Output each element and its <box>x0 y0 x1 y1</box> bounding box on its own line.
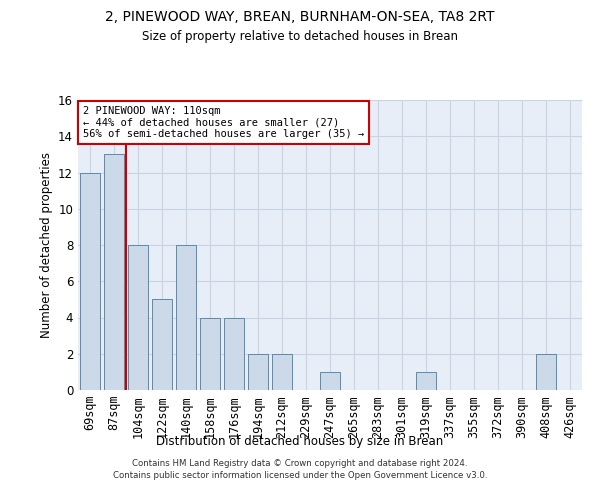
Text: 2 PINEWOOD WAY: 110sqm
← 44% of detached houses are smaller (27)
56% of semi-det: 2 PINEWOOD WAY: 110sqm ← 44% of detached… <box>83 106 364 139</box>
Bar <box>152 300 172 390</box>
Text: Size of property relative to detached houses in Brean: Size of property relative to detached ho… <box>142 30 458 43</box>
Bar <box>200 318 220 390</box>
Text: Contains HM Land Registry data © Crown copyright and database right 2024.
Contai: Contains HM Land Registry data © Crown c… <box>113 458 487 480</box>
Bar <box>416 372 436 390</box>
Y-axis label: Number of detached properties: Number of detached properties <box>40 152 53 338</box>
Bar <box>80 172 100 390</box>
Bar <box>224 318 244 390</box>
Bar <box>128 245 148 390</box>
Bar <box>320 372 340 390</box>
Bar <box>176 245 196 390</box>
Bar <box>248 354 268 390</box>
Text: Distribution of detached houses by size in Brean: Distribution of detached houses by size … <box>157 435 443 448</box>
Bar <box>104 154 124 390</box>
Bar <box>536 354 556 390</box>
Bar <box>272 354 292 390</box>
Text: 2, PINEWOOD WAY, BREAN, BURNHAM-ON-SEA, TA8 2RT: 2, PINEWOOD WAY, BREAN, BURNHAM-ON-SEA, … <box>105 10 495 24</box>
